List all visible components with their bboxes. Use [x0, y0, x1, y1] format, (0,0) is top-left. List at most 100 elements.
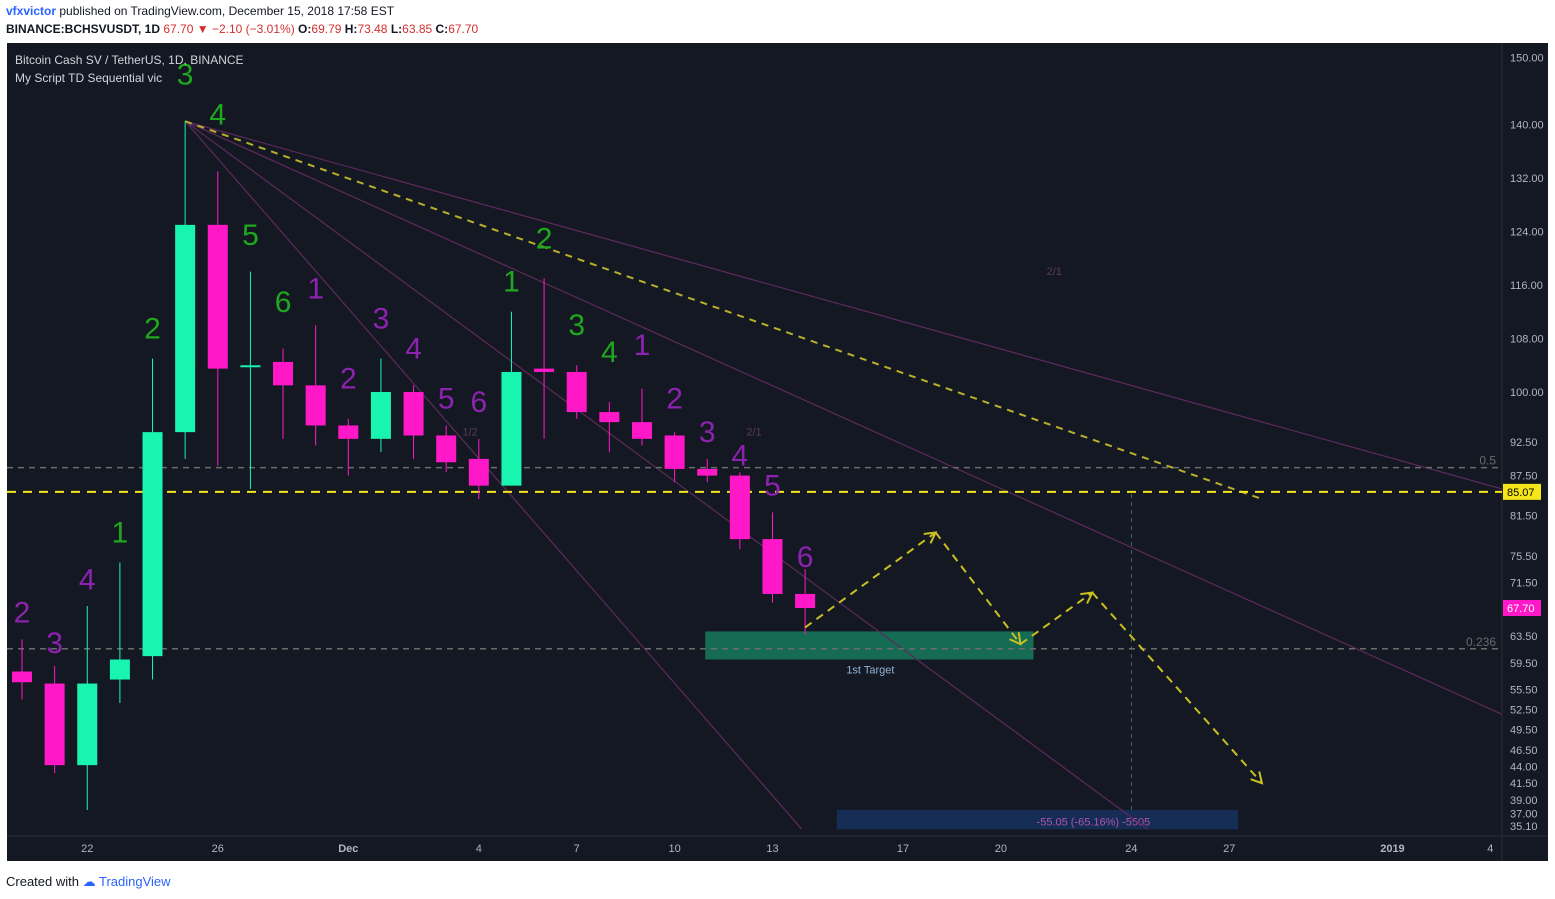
tradingview-link[interactable]: TradingView [99, 874, 171, 889]
projection-arrowhead [1080, 591, 1094, 604]
price-tick: 108.00 [1510, 334, 1544, 346]
projection-arrowhead [1009, 632, 1022, 646]
price-tick: 116.00 [1510, 280, 1543, 292]
td-count: 3 [568, 309, 585, 342]
candle-body [273, 361, 294, 386]
candle-body [795, 593, 816, 609]
last-price-box [1503, 600, 1541, 617]
time-tick: Dec [338, 843, 358, 855]
candle-body [109, 659, 130, 680]
time-tick: 22 [81, 843, 93, 855]
close-value: 67.70 [448, 22, 479, 36]
footer: Created with ☁ TradingView [6, 874, 171, 890]
candle-body [44, 683, 65, 766]
price-tick: 41.50 [1510, 778, 1538, 790]
td-count: 6 [470, 386, 487, 419]
time-tick: 17 [897, 843, 909, 855]
price-tick: 44.00 [1510, 761, 1538, 773]
candle-body [12, 671, 32, 683]
symbol-name: BINANCE:BCHSVUSDT, 1D [6, 22, 161, 36]
measure-box-label: -55.05 (-65.16%) -5505 [1037, 816, 1151, 828]
td-count: 3 [699, 416, 716, 449]
username-link[interactable]: vfxvictor [6, 4, 57, 18]
candle-body [142, 432, 163, 657]
time-tick: 26 [212, 843, 224, 855]
legend-title: Bitcoin Cash SV / TetherUS, 1D, BINANCE [15, 53, 244, 67]
target-zone-label: 1st Target [846, 664, 894, 676]
projection-layer [804, 531, 1264, 785]
price-tick: 132.00 [1510, 173, 1544, 185]
candle-body [501, 371, 522, 486]
price-tick: 37.00 [1510, 808, 1538, 820]
td-count: 1 [112, 516, 129, 549]
time-tick: 7 [574, 843, 580, 855]
price-tick: 52.50 [1510, 705, 1538, 717]
fan-label: 2/1 [746, 426, 761, 438]
candle-body [729, 475, 750, 540]
horizontal-lines-layer: 85.07 0.5 0.236 [7, 454, 1541, 650]
td-count: 2 [536, 222, 553, 255]
projection-segment [1091, 591, 1263, 784]
price-tick: 35.10 [1510, 821, 1538, 833]
time-axis[interactable]: 22 26 Dec 4 7 10 13 17 20 24 27 2019 4 [81, 843, 1493, 855]
candle-body [207, 224, 228, 369]
time-tick: 4 [476, 843, 482, 855]
last-price: 67.70 [163, 22, 194, 36]
tradingview-cloud-icon: ☁ [82, 874, 96, 889]
td-count: 2 [144, 313, 161, 346]
fan-line [184, 120, 1503, 715]
price-label-text: 85.07 [1507, 487, 1535, 499]
candle-body [762, 539, 783, 594]
candle-body [566, 371, 587, 413]
projection-segment [934, 531, 1022, 645]
projection-arrowhead [1250, 771, 1264, 785]
td-count: 1 [307, 272, 324, 305]
chart-panel[interactable]: 1st Target -55.05 (-65.16%) -5505 2/1 1/2 2… [7, 43, 1548, 861]
time-tick: 2019 [1380, 843, 1404, 855]
fib-level-label: 0.236 [1466, 635, 1496, 649]
price-tick: 55.50 [1510, 685, 1538, 697]
price-tick: 46.50 [1510, 745, 1538, 757]
time-tick: 4 [1487, 843, 1493, 855]
candle-body [240, 365, 261, 368]
candle-body [664, 435, 685, 469]
price-axis[interactable]: 150.00 140.00 132.00 124.00 116.00 108.00 100.… [1503, 53, 1544, 833]
td-count: 4 [732, 440, 749, 473]
candle-body [697, 468, 718, 476]
td-count: 3 [177, 58, 194, 91]
td-count: 2 [14, 597, 31, 630]
open-label: O: [298, 22, 312, 36]
candle-body [468, 458, 489, 486]
created-with-text: Created with [6, 874, 79, 889]
time-tick: 20 [995, 843, 1007, 855]
td-count: 4 [79, 563, 96, 596]
target-zone [705, 631, 1034, 660]
td-count: 5 [242, 219, 259, 252]
candle-body [534, 368, 555, 372]
td-count: 5 [764, 470, 781, 503]
close-label: C: [435, 22, 449, 36]
candle-body [175, 224, 196, 433]
projection-segment [1019, 591, 1093, 645]
price-tick: 140.00 [1510, 120, 1544, 132]
symbol-header: BINANCE:BCHSVUSDT, 1D 67.70 ▼ −2.10 (−3.… [6, 22, 478, 36]
price-tick: 71.50 [1510, 578, 1538, 590]
candle-body [305, 385, 326, 426]
price-tick: 81.50 [1510, 511, 1538, 523]
td-count: 4 [209, 99, 226, 132]
high-label: H: [344, 22, 358, 36]
measure-box [836, 809, 1239, 830]
low-value: 63.85 [402, 22, 433, 36]
price-tick: 39.00 [1510, 795, 1538, 807]
fan-line [184, 120, 1503, 490]
td-count: 6 [275, 286, 292, 319]
time-tick: 10 [668, 843, 680, 855]
fan-label: 1/2 [463, 426, 478, 438]
time-tick: 27 [1223, 843, 1235, 855]
price-tick: 150.00 [1510, 53, 1544, 65]
price-chart[interactable]: 1st Target -55.05 (-65.16%) -5505 2/1 1/2 2… [7, 43, 1548, 861]
candle-body [77, 683, 98, 766]
projection-segment [804, 531, 937, 629]
price-tick: 63.50 [1510, 631, 1538, 643]
